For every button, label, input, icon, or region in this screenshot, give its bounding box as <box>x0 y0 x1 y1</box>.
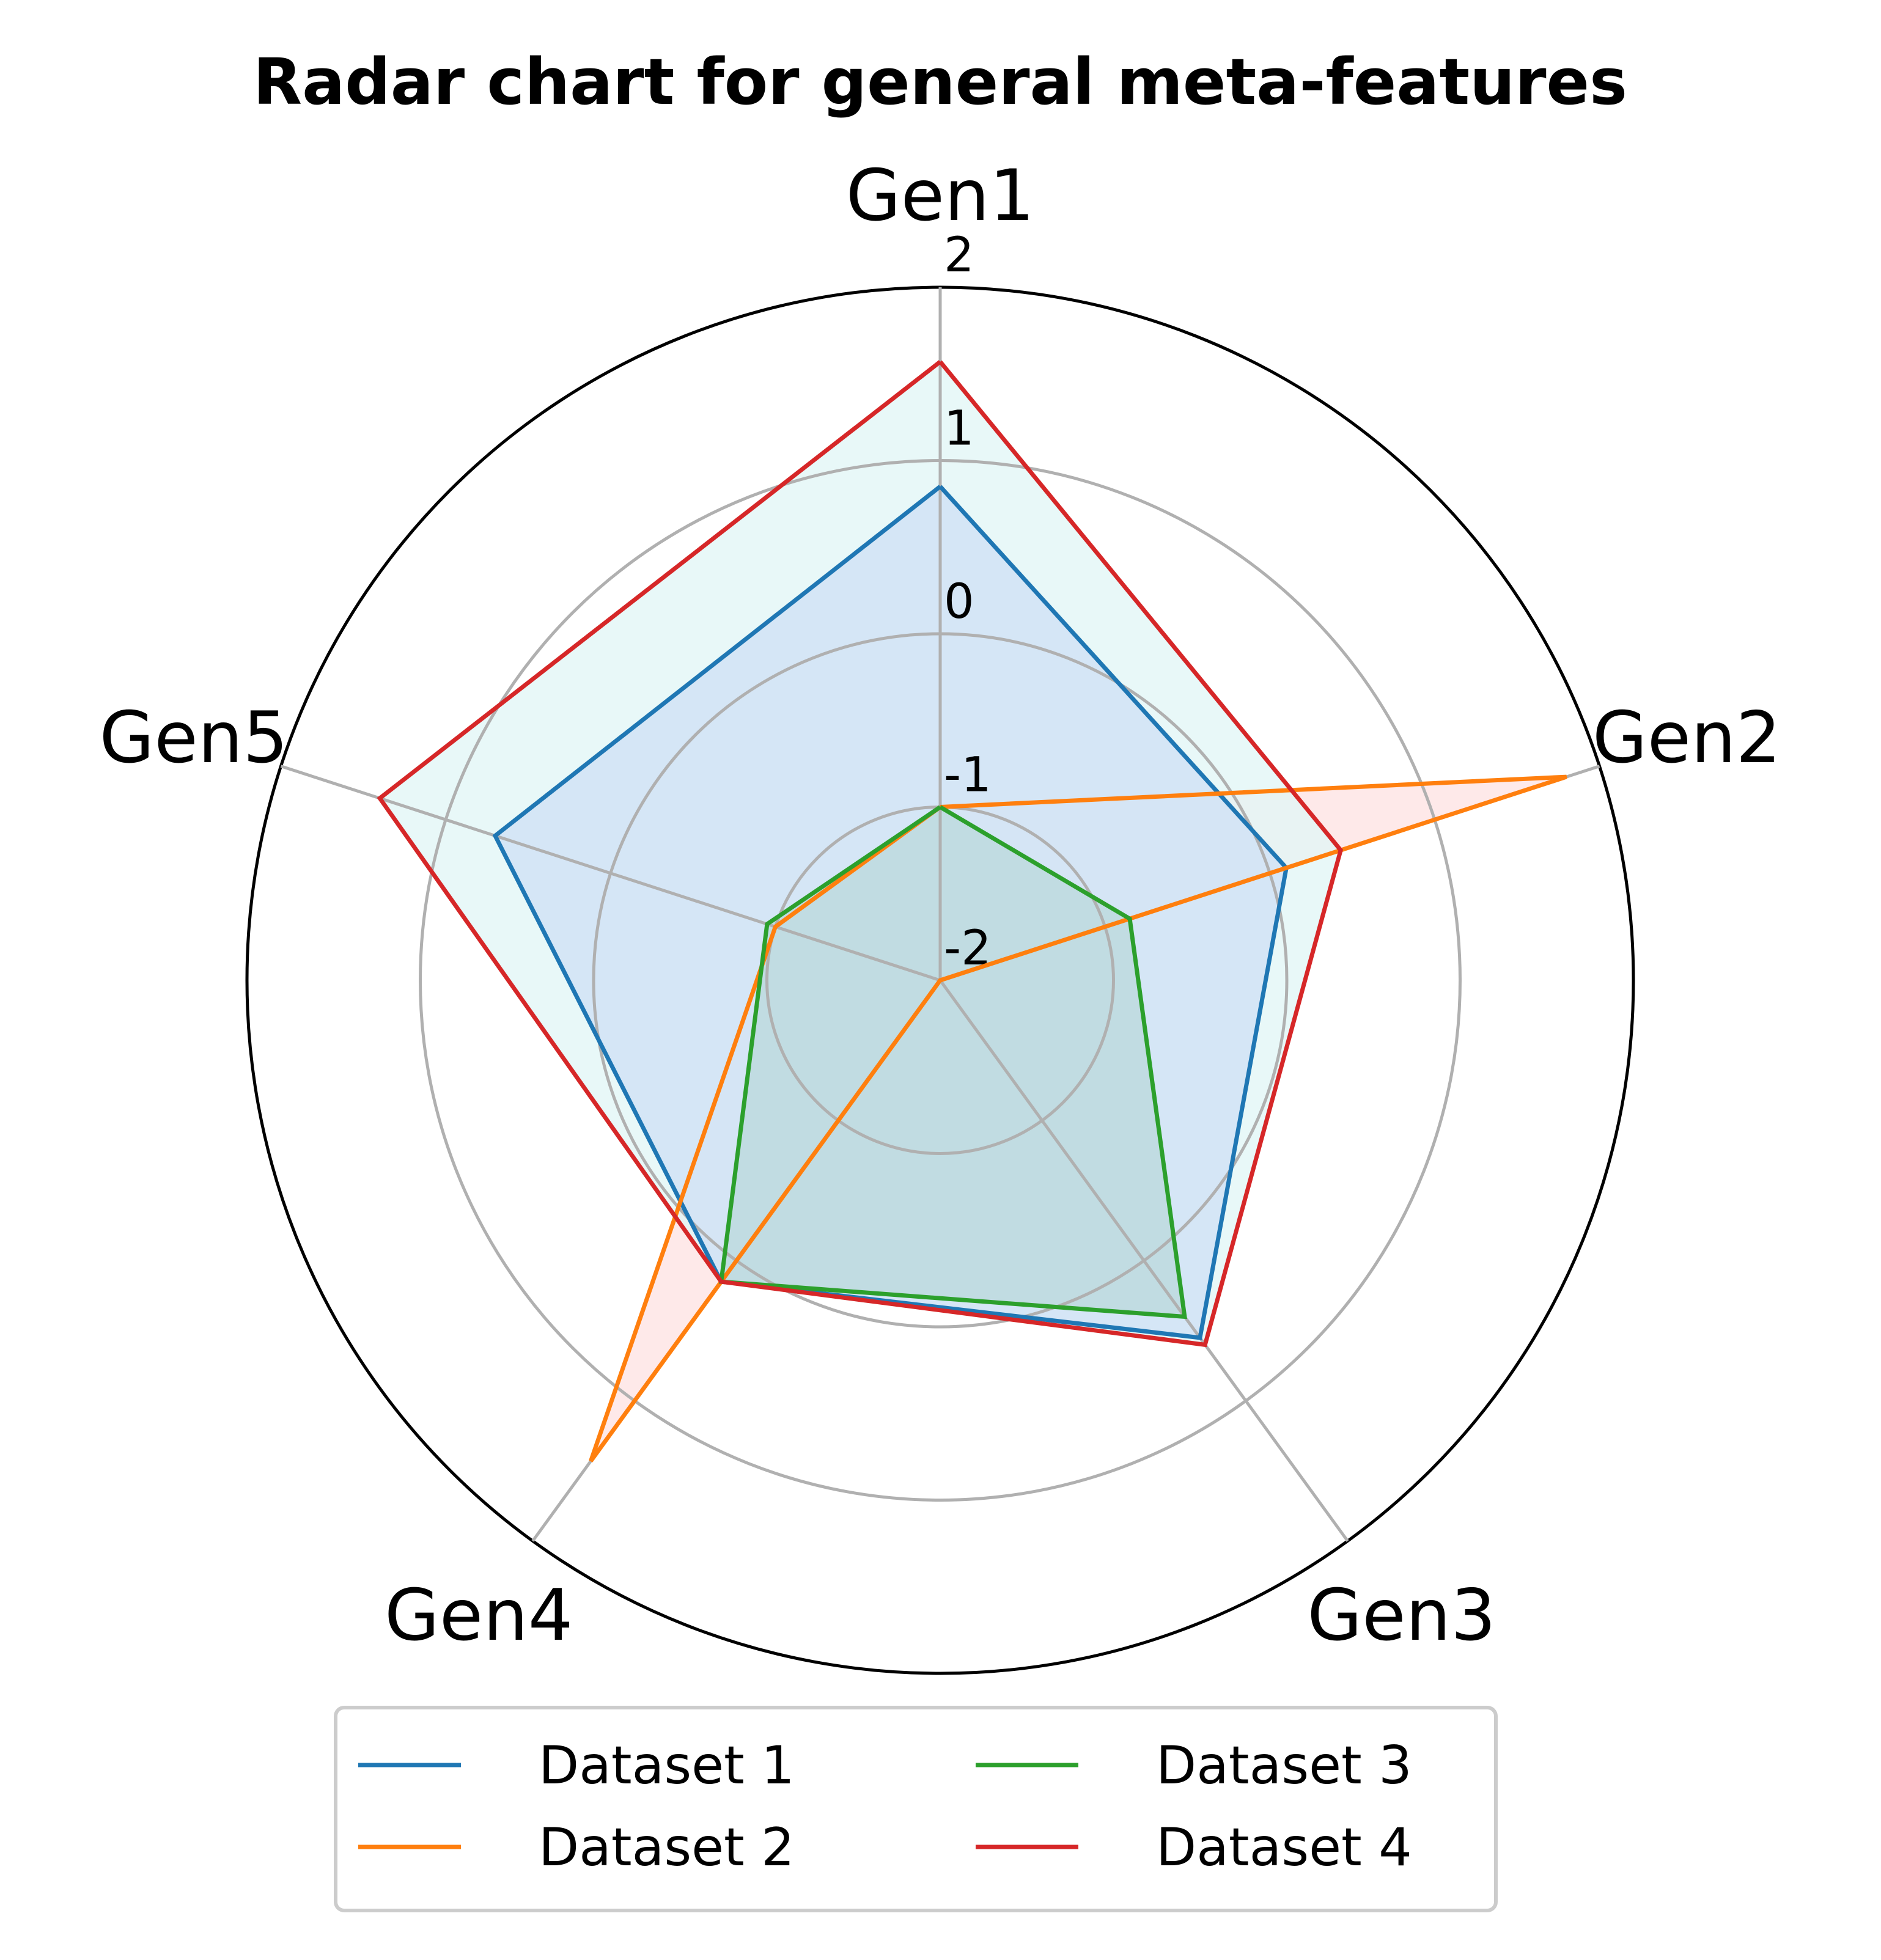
series-line-2 <box>589 774 1567 1463</box>
axis-label-gen5: Gen5 <box>100 697 289 779</box>
axis-label-gen1: Gen1 <box>846 155 1035 237</box>
series-line-1 <box>492 485 1289 1340</box>
grid-spoke <box>938 979 1349 1542</box>
grid-spoke <box>280 765 941 982</box>
legend-box <box>334 1706 1498 1912</box>
series-line-4 <box>377 360 1344 1348</box>
axis-labels: Gen1 Gen2 Gen3 Gen4 Gen5 <box>100 155 1781 1657</box>
axis-label-gen3: Gen3 <box>1307 1574 1496 1657</box>
legend-label-2: Dataset 2 <box>539 1817 795 1878</box>
legend-label-3: Dataset 3 <box>1156 1735 1412 1796</box>
r-tick-label: 2 <box>944 228 974 283</box>
axis-label-gen4: Gen4 <box>385 1574 573 1657</box>
r-tick-label: 1 <box>944 402 974 457</box>
series-fills <box>380 361 1567 1461</box>
chart-title: Radar chart for general meta-features <box>253 45 1627 119</box>
legend-label-4: Dataset 4 <box>1156 1817 1412 1878</box>
series-lines <box>377 360 1567 1463</box>
series-area-3 <box>721 807 1185 1317</box>
legend: Dataset 1 Dataset 2 Dataset 3 Dataset 4 <box>334 1706 1498 1912</box>
axis-label-gen2: Gen2 <box>1592 697 1781 779</box>
legend-label-1: Dataset 1 <box>539 1735 795 1796</box>
series-line-3 <box>718 805 1187 1320</box>
r-tick-label: -1 <box>944 748 992 803</box>
r-tick-label: 0 <box>944 574 974 629</box>
